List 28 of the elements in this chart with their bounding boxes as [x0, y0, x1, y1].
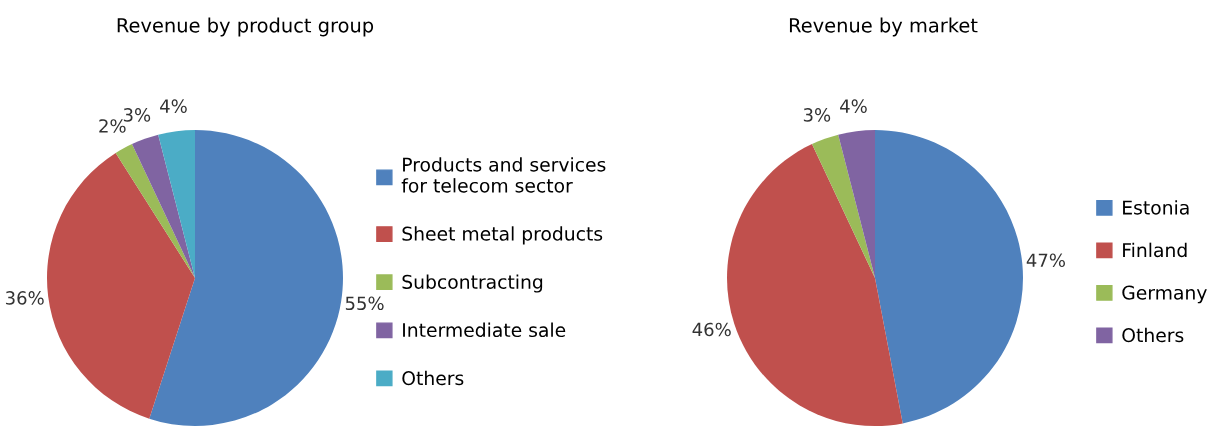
legend-label: Sheet metal products: [402, 226, 603, 245]
data-label: 36%: [5, 291, 44, 305]
pie-slice: [149, 130, 343, 426]
pie-slice: [47, 153, 195, 419]
legend-label: Others: [402, 370, 464, 386]
data-label: 46%: [692, 322, 731, 337]
legend-label: Products and services for telecom sector: [401, 157, 606, 193]
data-label: 4%: [160, 99, 187, 113]
chart-title: Revenue by product group: [117, 17, 374, 37]
pie-slice: [115, 144, 195, 278]
pie-slice: [838, 130, 875, 278]
legend-label: Others: [1122, 327, 1184, 343]
data-label: 55%: [345, 296, 384, 311]
data-label: 2%: [99, 119, 126, 133]
pie-slice: [131, 134, 195, 278]
legend-label: Intermediate sale: [403, 322, 566, 338]
legend-label: Estonia: [1123, 200, 1189, 215]
legend-label: Finland: [1123, 242, 1187, 258]
legend-label: Subcontracting: [402, 274, 543, 293]
data-label: 3%: [123, 108, 151, 122]
data-label: 3%: [803, 108, 831, 122]
pie-slice: [875, 130, 1023, 424]
data-label: 4%: [840, 99, 867, 113]
pie-slice: [158, 130, 195, 278]
pie-slice: [811, 134, 875, 278]
data-label: 47%: [1026, 253, 1065, 268]
legend-label: Germany: [1122, 285, 1207, 304]
chart-title: Revenue by market: [789, 17, 978, 37]
